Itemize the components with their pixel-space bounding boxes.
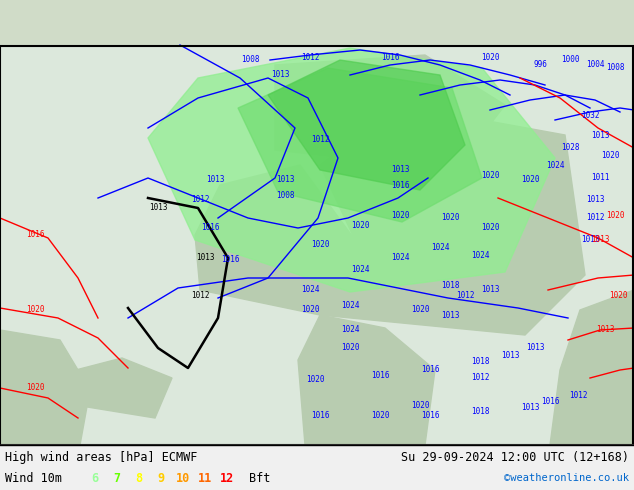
Text: 1020: 1020 [306,375,324,385]
Text: High wind areas [hPa] ECMWF: High wind areas [hPa] ECMWF [5,450,197,464]
Text: 1020: 1020 [391,211,410,220]
Text: 1020: 1020 [301,305,320,315]
Text: 1020: 1020 [26,384,44,392]
Text: 1011: 1011 [591,173,609,182]
Polygon shape [275,55,505,170]
Text: 7: 7 [113,471,120,485]
Text: Wind 10m: Wind 10m [5,471,62,485]
Text: 1012: 1012 [191,291,209,299]
Text: 1024: 1024 [391,253,410,263]
Text: 1008: 1008 [276,191,294,199]
Text: 1020: 1020 [521,175,540,185]
Text: 1013: 1013 [441,311,459,319]
Text: 1020: 1020 [411,400,429,410]
Text: 1018: 1018 [441,280,459,290]
Text: 6: 6 [91,471,98,485]
Text: 1028: 1028 [560,144,579,152]
Text: 1013: 1013 [206,175,224,185]
Text: 1024: 1024 [471,250,489,260]
Text: 1013: 1013 [391,166,410,174]
Text: 1016: 1016 [201,223,219,232]
Text: 1024: 1024 [340,325,359,335]
Text: 1020: 1020 [411,305,429,315]
Text: 1024: 1024 [430,244,450,252]
Text: 1016: 1016 [311,411,329,419]
Text: 1012: 1012 [456,291,474,299]
Text: 1013: 1013 [501,350,519,360]
Text: 1020: 1020 [481,171,499,179]
Text: 1016: 1016 [381,53,399,63]
Text: 1020: 1020 [481,223,499,232]
Text: 1016: 1016 [391,180,410,190]
Text: 1020: 1020 [609,291,627,299]
Text: 1013: 1013 [276,175,294,185]
Polygon shape [195,165,355,315]
Bar [0,445,634,490]
Text: 1013: 1013 [591,130,609,140]
Polygon shape [550,290,634,445]
Text: 1018: 1018 [471,358,489,367]
Text: 1013: 1013 [591,236,609,245]
Text: 1020: 1020 [481,53,499,63]
Text: 11: 11 [198,471,212,485]
Polygon shape [298,315,435,445]
Text: 1024: 1024 [546,161,564,170]
Text: 1018: 1018 [471,408,489,416]
Text: 9: 9 [157,471,165,485]
Text: 1016: 1016 [541,397,559,407]
Text: 1024: 1024 [340,300,359,310]
Text: 1012: 1012 [301,53,320,63]
Text: 1004: 1004 [586,60,604,70]
Text: 10: 10 [176,471,190,485]
Text: 1013: 1013 [196,253,214,263]
Text: 8: 8 [136,471,143,485]
Text: 1020: 1020 [340,343,359,352]
Text: 1013: 1013 [596,325,614,335]
Text: 1016: 1016 [26,230,44,240]
Text: 12: 12 [220,471,234,485]
Text: 1012: 1012 [191,196,209,204]
Polygon shape [0,330,90,445]
Text: 1016: 1016 [371,370,389,379]
Polygon shape [320,105,585,335]
Text: 996: 996 [533,60,547,70]
Text: 1008: 1008 [605,64,624,73]
Text: 1024: 1024 [301,286,320,294]
Text: 1020: 1020 [601,150,619,160]
Text: 1020: 1020 [351,220,369,229]
Text: 1012: 1012 [311,136,329,145]
Polygon shape [148,48,555,292]
Text: ©weatheronline.co.uk: ©weatheronline.co.uk [504,473,629,483]
Text: 1012: 1012 [586,214,604,222]
Text: 1013: 1013 [586,196,604,204]
Text: 1013: 1013 [271,71,289,79]
Text: 1020: 1020 [26,305,44,315]
Text: 1016: 1016 [221,255,239,265]
Text: 1020: 1020 [605,211,624,220]
Text: 1016: 1016 [421,411,439,419]
Polygon shape [68,358,172,418]
Text: 1013: 1013 [149,203,167,213]
Text: 1012: 1012 [471,373,489,383]
Text: 1013: 1013 [581,236,599,245]
Text: Bft: Bft [249,471,270,485]
Text: 1013: 1013 [521,403,540,413]
Bar [0,46,633,445]
Text: 1012: 1012 [569,391,587,399]
Text: 1020: 1020 [371,411,389,419]
Text: 1008: 1008 [241,55,259,65]
Text: Su 29-09-2024 12:00 UTC (12+168): Su 29-09-2024 12:00 UTC (12+168) [401,450,629,464]
Text: 1032: 1032 [581,111,599,120]
Text: 1013: 1013 [481,286,499,294]
Text: 1013: 1013 [526,343,544,352]
Polygon shape [238,68,482,222]
Polygon shape [268,60,465,190]
Text: 1020: 1020 [441,214,459,222]
Text: 1024: 1024 [351,266,369,274]
Polygon shape [0,45,634,445]
Text: 1000: 1000 [560,55,579,65]
Text: 1016: 1016 [421,366,439,374]
Text: 1020: 1020 [311,241,329,249]
